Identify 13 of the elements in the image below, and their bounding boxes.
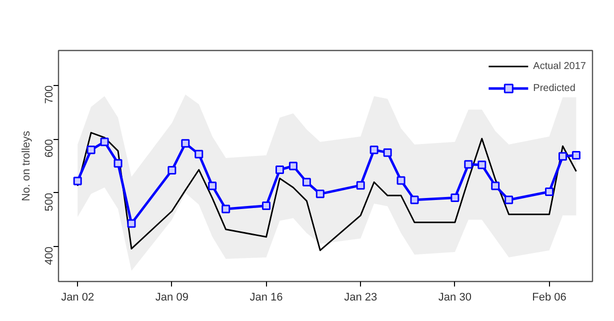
y-axis-title: No. on trolleys — [20, 130, 32, 202]
y-tick-label: 600 — [44, 139, 56, 158]
x-tick-label: Feb 06 — [532, 292, 566, 304]
x-tick-label: Jan 02 — [61, 292, 94, 304]
y-tick-label: 700 — [44, 85, 56, 104]
legend-label: Actual 2017 — [533, 60, 586, 72]
y-tick-label: 400 — [44, 246, 56, 265]
y-tick-label: 500 — [44, 192, 56, 212]
x-tick-label: Jan 09 — [155, 292, 188, 304]
x-tick-label: Jan 30 — [438, 292, 472, 304]
x-tick-label: Jan 23 — [344, 292, 378, 304]
x-tick-label: Jan 16 — [250, 292, 283, 304]
legend-label: Predicted — [533, 82, 576, 94]
